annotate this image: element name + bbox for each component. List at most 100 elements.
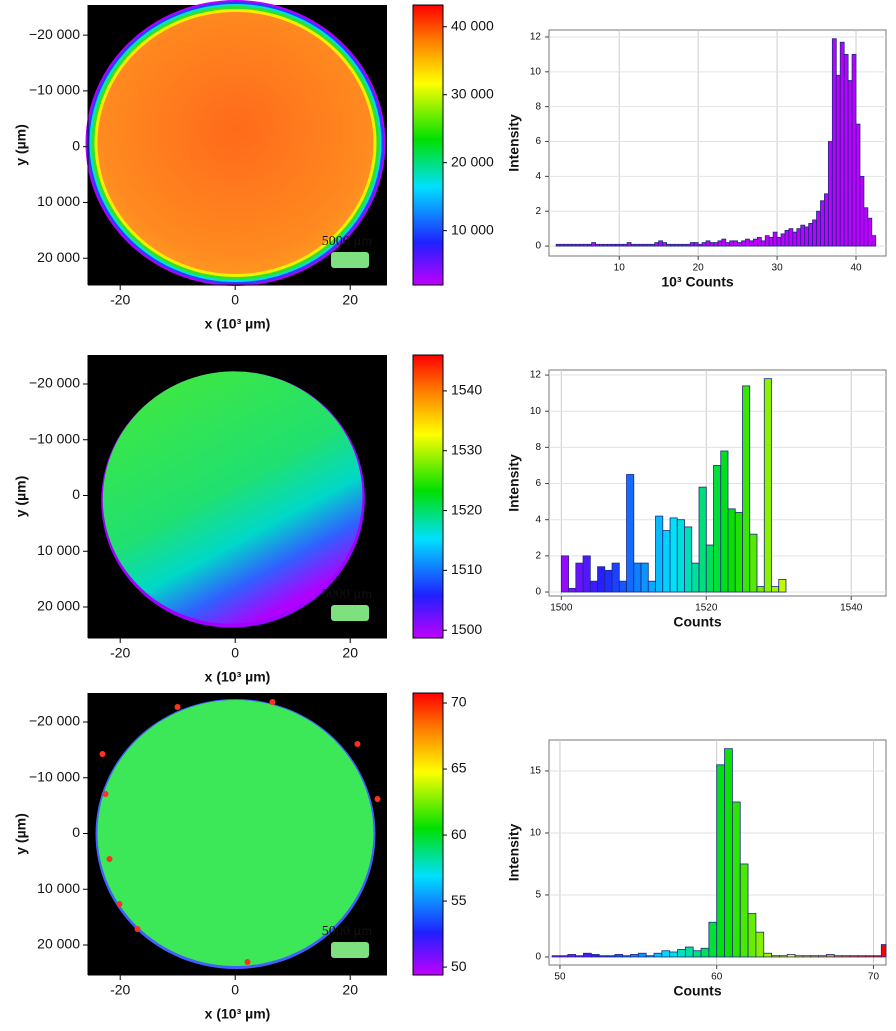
histogram-bar — [583, 243, 589, 247]
histogram-bar — [689, 242, 695, 247]
y-tick-label: 12 — [530, 32, 542, 43]
histogram-bar — [725, 242, 731, 247]
colorbar-tick-label: 20 000 — [451, 153, 494, 169]
histogram-bar — [662, 242, 667, 247]
histogram-bar — [614, 954, 624, 958]
y-tick-label: 4 — [535, 171, 541, 182]
histogram-bar — [733, 240, 739, 247]
histogram-bar — [692, 950, 702, 958]
histogram-bar — [755, 931, 765, 958]
x-tick-label: 1540 — [840, 603, 863, 614]
histogram-bar — [843, 53, 849, 247]
histogram-bar — [835, 74, 841, 247]
histogram-bar — [674, 243, 679, 247]
histogram-bar — [839, 41, 845, 247]
histogram-bar — [847, 80, 853, 247]
x-tick-label: 1520 — [695, 603, 718, 614]
scale-bar-label: 5000 µm — [322, 924, 373, 939]
histogram-bar — [772, 231, 778, 247]
histogram-bar — [705, 240, 711, 247]
x-tick-label: 0 — [231, 645, 239, 661]
y-tick-label: 8 — [535, 101, 541, 112]
histogram-bar — [764, 235, 770, 247]
colorbar-tick-label: 1540 — [451, 382, 482, 398]
histogram-bar — [599, 243, 604, 247]
histogram-bar — [763, 378, 772, 593]
edge-spot — [174, 704, 181, 710]
histogram-bar — [670, 243, 675, 247]
histogram-bar — [551, 955, 561, 958]
histogram-bar — [685, 243, 691, 247]
x-tick-label: 1500 — [550, 603, 573, 614]
histogram-bar — [661, 950, 671, 958]
histogram-bar — [780, 233, 786, 247]
histogram-bar — [642, 243, 648, 247]
histogram-bar — [871, 235, 877, 247]
y-axis-label: Intensity — [506, 824, 522, 882]
x-tick-label: -20 — [110, 645, 130, 661]
histogram-bar — [701, 242, 707, 247]
histogram-bar — [771, 955, 780, 958]
histogram-bar — [595, 243, 600, 247]
y-axis-label: y (µm) — [13, 476, 29, 518]
histogram-bar — [739, 863, 749, 958]
y-tick-label: 0 — [72, 824, 80, 840]
histogram-bar — [630, 954, 639, 958]
histogram-bar — [697, 243, 703, 247]
histogram-bar — [575, 562, 584, 593]
histogram-bar — [597, 566, 606, 593]
histogram-bar — [567, 243, 573, 247]
histogram-bar — [646, 243, 652, 247]
x-tick-label: 20 — [342, 982, 358, 998]
edge-spot — [269, 699, 276, 705]
histogram-bar — [784, 229, 790, 247]
histogram-bar — [792, 231, 798, 247]
x-tick-label: 70 — [868, 972, 880, 983]
histogram-bar — [820, 200, 825, 247]
x-tick-label: 60 — [711, 972, 723, 983]
histogram-bar — [768, 236, 774, 247]
histogram-bar — [713, 242, 719, 247]
x-tick-label: 0 — [231, 292, 239, 308]
histogram-bar — [810, 955, 820, 958]
x-axis-label: x (10³ µm) — [205, 316, 271, 332]
y-tick-label: −10 000 — [29, 82, 80, 98]
histogram-bar — [727, 508, 736, 593]
x-axis-label: Counts — [673, 983, 721, 999]
histogram-bar — [678, 243, 683, 247]
histogram-bar — [865, 955, 874, 958]
histogram-bar — [756, 236, 762, 247]
histogram-bar — [841, 955, 851, 958]
edge-spot — [134, 926, 141, 932]
histogram-bar — [568, 588, 577, 593]
colorbar-tick-label: 1530 — [451, 441, 482, 457]
sample — [97, 12, 374, 274]
colorbar-tick-label: 40 000 — [451, 17, 494, 33]
colorbar-tick-label: 55 — [451, 892, 467, 908]
colorbar-tick-label: 10 000 — [451, 221, 494, 237]
x-tick-label: -20 — [110, 982, 130, 998]
histogram-bar — [863, 207, 869, 247]
y-tick-label: −20 000 — [29, 375, 80, 391]
y-tick-label: 10 000 — [37, 542, 80, 558]
edge-spot — [354, 741, 361, 747]
histogram-bar — [794, 955, 804, 958]
histogram-bar — [681, 243, 687, 247]
edge-spot — [99, 751, 106, 757]
histogram-bar — [684, 946, 694, 958]
y-tick-label: 10 — [530, 406, 542, 417]
histogram-bar — [640, 562, 649, 593]
histogram-bar — [575, 955, 584, 958]
histogram-bar — [857, 955, 867, 958]
histogram-bar — [555, 243, 561, 247]
histogram-bar — [742, 385, 751, 593]
histogram-bar — [610, 243, 616, 247]
histogram-bar — [591, 242, 596, 247]
histogram-bar — [779, 955, 788, 958]
x-tick-label: 40 — [850, 263, 862, 274]
histogram-bar — [827, 141, 833, 247]
y-tick-label: 0 — [535, 241, 541, 252]
histogram-bar — [589, 580, 598, 593]
